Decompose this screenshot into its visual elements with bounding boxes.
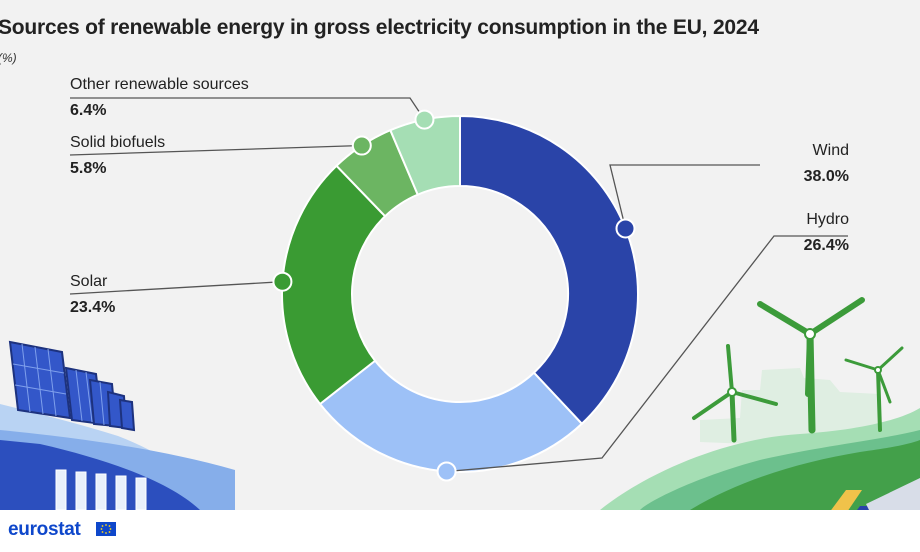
slice-value-wind: 38.0% [803,168,849,185]
eurostat-logo: eurostat [8,519,81,540]
slice-marker-solar [272,271,293,292]
slice-name-other: Other renewable sources [70,76,249,93]
unit-label: (%) [0,51,17,65]
donut-slice-other [389,114,461,196]
donut-slice-wind [459,114,639,426]
slice-name-hydro: Hydro [806,211,849,228]
footer-bar [0,510,920,552]
wind-farm-illustration [600,297,920,552]
slice-name-solar: Solar [70,273,108,290]
slice-value-hydro: 26.4% [803,237,849,254]
donut-slice-solar [281,164,387,406]
chart-title: Sources of renewable energy in gross ele… [0,16,759,39]
solar-hydro-illustration [0,340,235,511]
slice-value-solar: 23.4% [70,299,116,316]
leader-line-wind [609,164,760,229]
eu-flag-icon [96,522,116,536]
slice-name-solid-biofuels: Solid biofuels [70,134,166,151]
slice-name-wind: Wind [812,142,849,159]
leader-line-solar [69,281,283,295]
slice-label-solid-biofuels: Solid biofuels 5.8% [70,130,165,182]
slice-marker-solid-biofuels [351,135,372,156]
slice-label-solar: Solar 23.4% [70,269,115,321]
slice-marker-other [414,109,435,130]
leader-line-solid-biofuels [69,144,362,156]
slice-value-other: 6.4% [70,102,107,119]
slice-label-wind: Wind 38.0% [804,138,849,190]
slice-label-other: Other renewable sources 6.4% [70,72,249,124]
slice-marker-hydro [436,461,457,482]
slice-value-solid-biofuels: 5.8% [70,160,107,177]
leader-line-hydro [446,235,848,473]
slice-marker-wind [615,218,636,239]
slice-label-hydro: Hydro 26.4% [804,207,849,259]
